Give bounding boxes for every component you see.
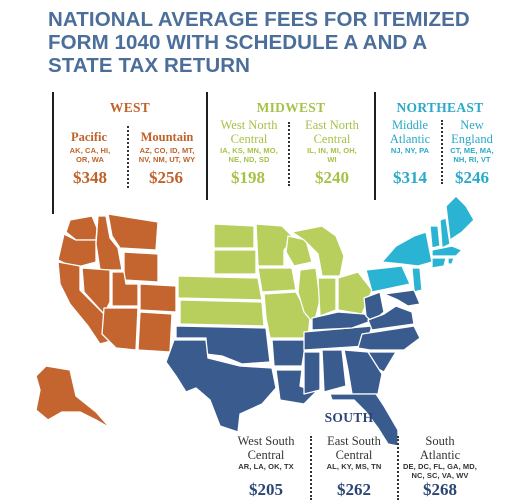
divider-west-east-north-central [288, 122, 290, 186]
division-fee-east-north-central: $240 [315, 168, 349, 187]
division-fee-west-north-central: $198 [231, 168, 265, 187]
state-maine [445, 195, 475, 241]
division-states-west-south-central: AR, LA, OK, TX [238, 462, 294, 471]
state-iowa [257, 267, 297, 293]
state-connecticut [431, 257, 447, 269]
divider-east-south-central-atlantic [397, 436, 399, 500]
state-mississippi [303, 351, 321, 395]
division-name-west-south-central: West South Central [237, 434, 295, 462]
state-georgia [343, 349, 383, 395]
divider-west-left [52, 92, 54, 214]
divider-midwest-northeast [374, 92, 376, 200]
midwest-region-shapes [177, 223, 373, 339]
state-oregon [57, 233, 97, 269]
division-states-mountain: AZ, CO, ID, MT, NV, NM, UT, WY [138, 146, 196, 164]
state-virginia [367, 305, 415, 331]
state-montana [107, 213, 159, 251]
south-region-shapes [165, 289, 421, 447]
state-north-carolina [357, 325, 421, 351]
region-label-midwest: MIDWEST [256, 100, 326, 115]
state-colorado [139, 283, 177, 313]
state-rhode-island [447, 257, 455, 265]
division-fee-east-south-central: $262 [337, 480, 371, 499]
state-washington [65, 215, 98, 241]
state-new-mexico [137, 311, 173, 353]
division-name-new-england: New England [451, 118, 493, 146]
division-name-east-south-central: East South Central [327, 434, 381, 462]
division-states-west-north-central: IA, KS, MN, MO, NE, ND, SD [220, 146, 278, 164]
state-oklahoma [175, 325, 271, 365]
state-new-york [381, 231, 433, 267]
state-nebraska [177, 275, 263, 301]
division-states-south-atlantic: DE, DC, FL, GA, MD, NC, SC, VA, WV [403, 462, 477, 480]
state-arizona [101, 307, 139, 351]
title-line-3: STATE TAX RETURN [48, 54, 251, 77]
division-fee-west-south-central: $205 [249, 480, 283, 499]
northeast-region-shapes [365, 195, 475, 293]
state-florida [329, 393, 399, 447]
state-new-jersey [411, 267, 423, 293]
page-title: NATIONAL AVERAGE FEES FOR ITEMIZED FORM … [48, 8, 488, 77]
division-name-west-north-central: West North Central [220, 118, 278, 146]
west-region-shapes [35, 213, 177, 429]
state-north-dakota [213, 223, 255, 249]
state-massachusetts [431, 245, 463, 257]
division-fee-new-england: $246 [455, 168, 489, 187]
state-utah [111, 271, 139, 307]
state-kansas [179, 299, 265, 327]
divider-middle-atlantic-new-england [441, 120, 443, 184]
state-south-dakota [213, 249, 257, 275]
state-texas [165, 339, 277, 433]
state-louisiana [275, 369, 317, 405]
division-states-east-north-central: IL, IN, MI, OH, WI [307, 146, 357, 164]
division-fee-pacific: $348 [73, 168, 107, 187]
state-pennsylvania [365, 265, 411, 293]
state-wyoming [123, 251, 159, 283]
division-fee-mountain: $256 [149, 168, 183, 187]
division-fee-south-atlantic: $268 [423, 480, 457, 499]
state-maryland-delaware [383, 289, 421, 307]
divider-west-east-south-central [310, 436, 312, 500]
division-fee-middle-atlantic: $314 [393, 168, 427, 187]
state-idaho [95, 215, 123, 271]
division-states-new-england: CT, ME, MA, NH, RI, VT [450, 146, 494, 164]
division-name-south-atlantic: South Atlantic [419, 434, 461, 462]
state-minnesota [255, 223, 295, 267]
state-alabama [321, 349, 347, 393]
division-name-east-north-central: East North Central [305, 118, 359, 146]
division-states-pacific: AK, CA, HI, OR, WA [69, 146, 111, 164]
title-line-2: FORM 1040 WITH SCHEDULE A AND A [48, 31, 428, 54]
division-name-pacific: Pacific [70, 130, 108, 144]
division-states-middle-atlantic: NJ, NY, PA [390, 146, 430, 155]
state-arkansas [271, 339, 307, 367]
state-alaska [35, 365, 111, 429]
state-california [57, 261, 115, 345]
region-label-northeast: NORTHEAST [396, 100, 484, 115]
division-name-mountain: Mountain [140, 130, 194, 144]
state-new-hampshire [439, 217, 451, 249]
division-states-east-south-central: AL, KY, MS, TN [326, 462, 382, 471]
division-name-middle-atlantic: Middle Atlantic [389, 118, 431, 146]
divider-west-midwest [206, 92, 208, 200]
state-vermont [429, 225, 441, 249]
state-michigan [291, 225, 345, 277]
title-line-1: NATIONAL AVERAGE FEES FOR ITEMIZED [48, 8, 470, 31]
region-label-west: WEST [109, 100, 151, 115]
state-indiana [317, 277, 337, 317]
region-label-south: SOUTH [324, 410, 374, 425]
divider-pacific-mountain [127, 126, 129, 188]
